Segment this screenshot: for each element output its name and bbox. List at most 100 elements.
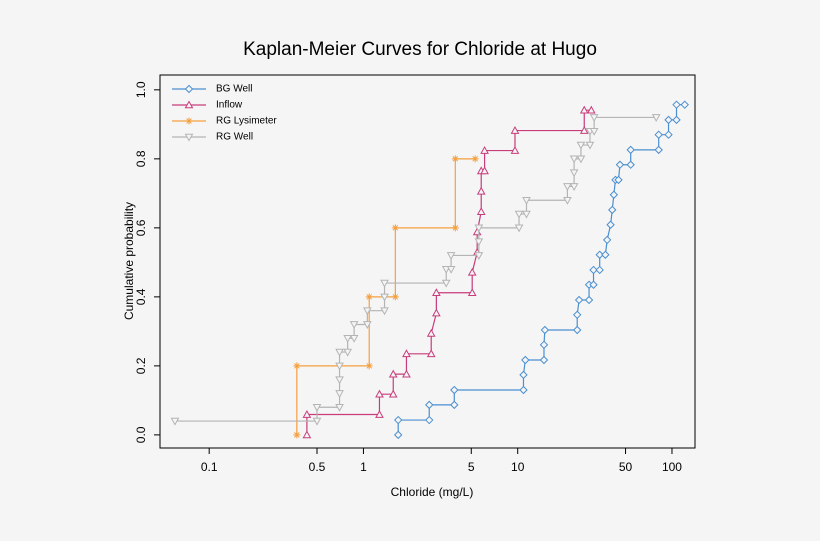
marker	[474, 224, 484, 233]
marker	[393, 430, 403, 440]
legend-label: BG Well	[216, 84, 253, 95]
x-tick-label: 0.5	[309, 460, 326, 474]
marker	[388, 389, 398, 398]
marker	[569, 169, 579, 178]
marker	[519, 370, 528, 380]
marker	[586, 105, 596, 114]
marker	[349, 321, 359, 330]
marker	[426, 349, 436, 358]
y-tick-label: 0.4	[134, 288, 148, 305]
marker	[388, 369, 398, 378]
marker	[335, 362, 344, 371]
marker	[584, 295, 594, 305]
marker	[312, 417, 322, 426]
marker	[609, 190, 619, 199]
x-tick-label: 0.1	[201, 460, 218, 474]
marker	[569, 155, 579, 164]
marker	[589, 265, 598, 275]
marker	[672, 100, 681, 109]
marker	[615, 160, 625, 169]
marker	[574, 295, 584, 305]
marker	[393, 415, 403, 425]
marker	[362, 321, 372, 330]
marker	[450, 400, 459, 410]
marker	[595, 250, 604, 259]
marker	[576, 141, 586, 150]
marker	[375, 410, 384, 418]
marker	[450, 385, 459, 395]
marker	[375, 389, 384, 398]
marker	[402, 369, 411, 378]
marker	[602, 235, 612, 245]
x-tick-label: 100	[662, 460, 682, 474]
marker	[664, 130, 673, 139]
marker	[349, 334, 359, 343]
marker	[589, 127, 599, 136]
marker	[576, 155, 586, 164]
x-tick-label: 1	[360, 460, 367, 474]
x-tick-label: 5	[468, 460, 475, 474]
y-tick-label: 0.6	[134, 219, 148, 236]
marker	[608, 205, 617, 215]
marker	[293, 431, 301, 439]
marker	[614, 175, 623, 185]
marker	[425, 415, 434, 425]
marker	[380, 279, 389, 288]
marker	[569, 183, 579, 191]
legend-marker	[184, 84, 194, 94]
marker	[471, 155, 479, 163]
x-tick-label: 50	[619, 460, 633, 474]
marker	[302, 410, 312, 418]
marker	[391, 224, 399, 232]
x-tick-label: 10	[511, 460, 525, 474]
marker	[380, 293, 389, 302]
marker	[589, 280, 598, 289]
marker	[654, 145, 663, 155]
marker	[474, 238, 484, 247]
marker	[654, 130, 663, 139]
marker	[343, 334, 352, 343]
marker	[365, 293, 373, 301]
marker	[425, 400, 434, 410]
legend-marker	[184, 100, 194, 109]
legend-marker	[185, 117, 193, 125]
marker	[432, 308, 441, 317]
marker	[595, 265, 604, 275]
y-tick-label: 1.0	[134, 81, 148, 98]
marker	[302, 430, 312, 439]
marker	[540, 325, 550, 335]
marker	[476, 207, 486, 215]
marker	[514, 224, 524, 233]
marker	[572, 325, 582, 335]
marker	[522, 196, 531, 205]
plot-frame	[159, 74, 696, 449]
marker	[626, 160, 635, 169]
y-tick-label: 0.8	[134, 150, 148, 167]
marker	[680, 100, 689, 109]
marker	[539, 340, 549, 350]
chart-title: Kaplan-Meier Curves for Chloride at Hugo	[243, 39, 597, 60]
marker	[606, 220, 615, 229]
marker	[480, 146, 489, 154]
marker	[467, 288, 477, 297]
marker	[446, 265, 456, 274]
marker	[441, 279, 451, 288]
marker	[579, 105, 589, 114]
marker	[510, 126, 520, 134]
marker	[514, 210, 524, 219]
marker	[579, 126, 589, 134]
marker	[293, 362, 301, 370]
marker	[589, 114, 599, 122]
y-tick-label: 0.0	[134, 426, 148, 443]
marker	[335, 390, 344, 399]
marker	[476, 186, 486, 195]
marker	[672, 115, 681, 125]
y-tick-label: 0.2	[134, 357, 148, 374]
marker	[521, 355, 530, 365]
x-axis-label: Chloride (mg/L)	[391, 485, 474, 499]
marker	[539, 355, 549, 365]
marker	[626, 145, 635, 155]
marker	[451, 155, 459, 163]
